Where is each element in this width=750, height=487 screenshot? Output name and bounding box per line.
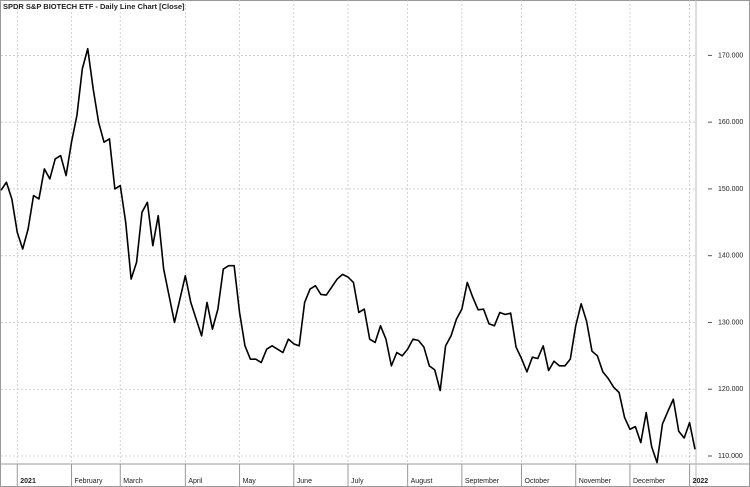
x-tick-label: 2021 xyxy=(20,478,36,485)
x-tick-label: December xyxy=(633,478,666,485)
y-tick-label: 160.000 xyxy=(718,119,743,126)
x-tick-label: March xyxy=(123,478,143,485)
y-tick-label: 170.000 xyxy=(718,52,743,59)
x-tick-label: 2022 xyxy=(693,478,709,485)
x-tick-label: May xyxy=(243,478,257,485)
x-tick-label: September xyxy=(465,478,500,485)
y-tick-label: 120.000 xyxy=(718,386,743,393)
y-tick-label: 140.000 xyxy=(718,253,743,260)
x-tick-label: July xyxy=(351,478,364,485)
x-tick-label: November xyxy=(579,478,612,485)
x-tick-label: August xyxy=(411,478,433,485)
x-tick-label: February xyxy=(74,478,103,485)
y-tick-label: 130.000 xyxy=(718,319,743,326)
price-line xyxy=(0,47,696,464)
y-tick-label: 110.000 xyxy=(718,453,743,460)
x-tick-label: April xyxy=(188,478,202,485)
chart-title: SPDR S&P BIOTECH ETF - Daily Line Chart … xyxy=(3,2,185,11)
y-tick-label: 150.000 xyxy=(718,186,743,193)
x-tick-label: October xyxy=(525,478,551,485)
x-tick-label: June xyxy=(297,478,312,485)
